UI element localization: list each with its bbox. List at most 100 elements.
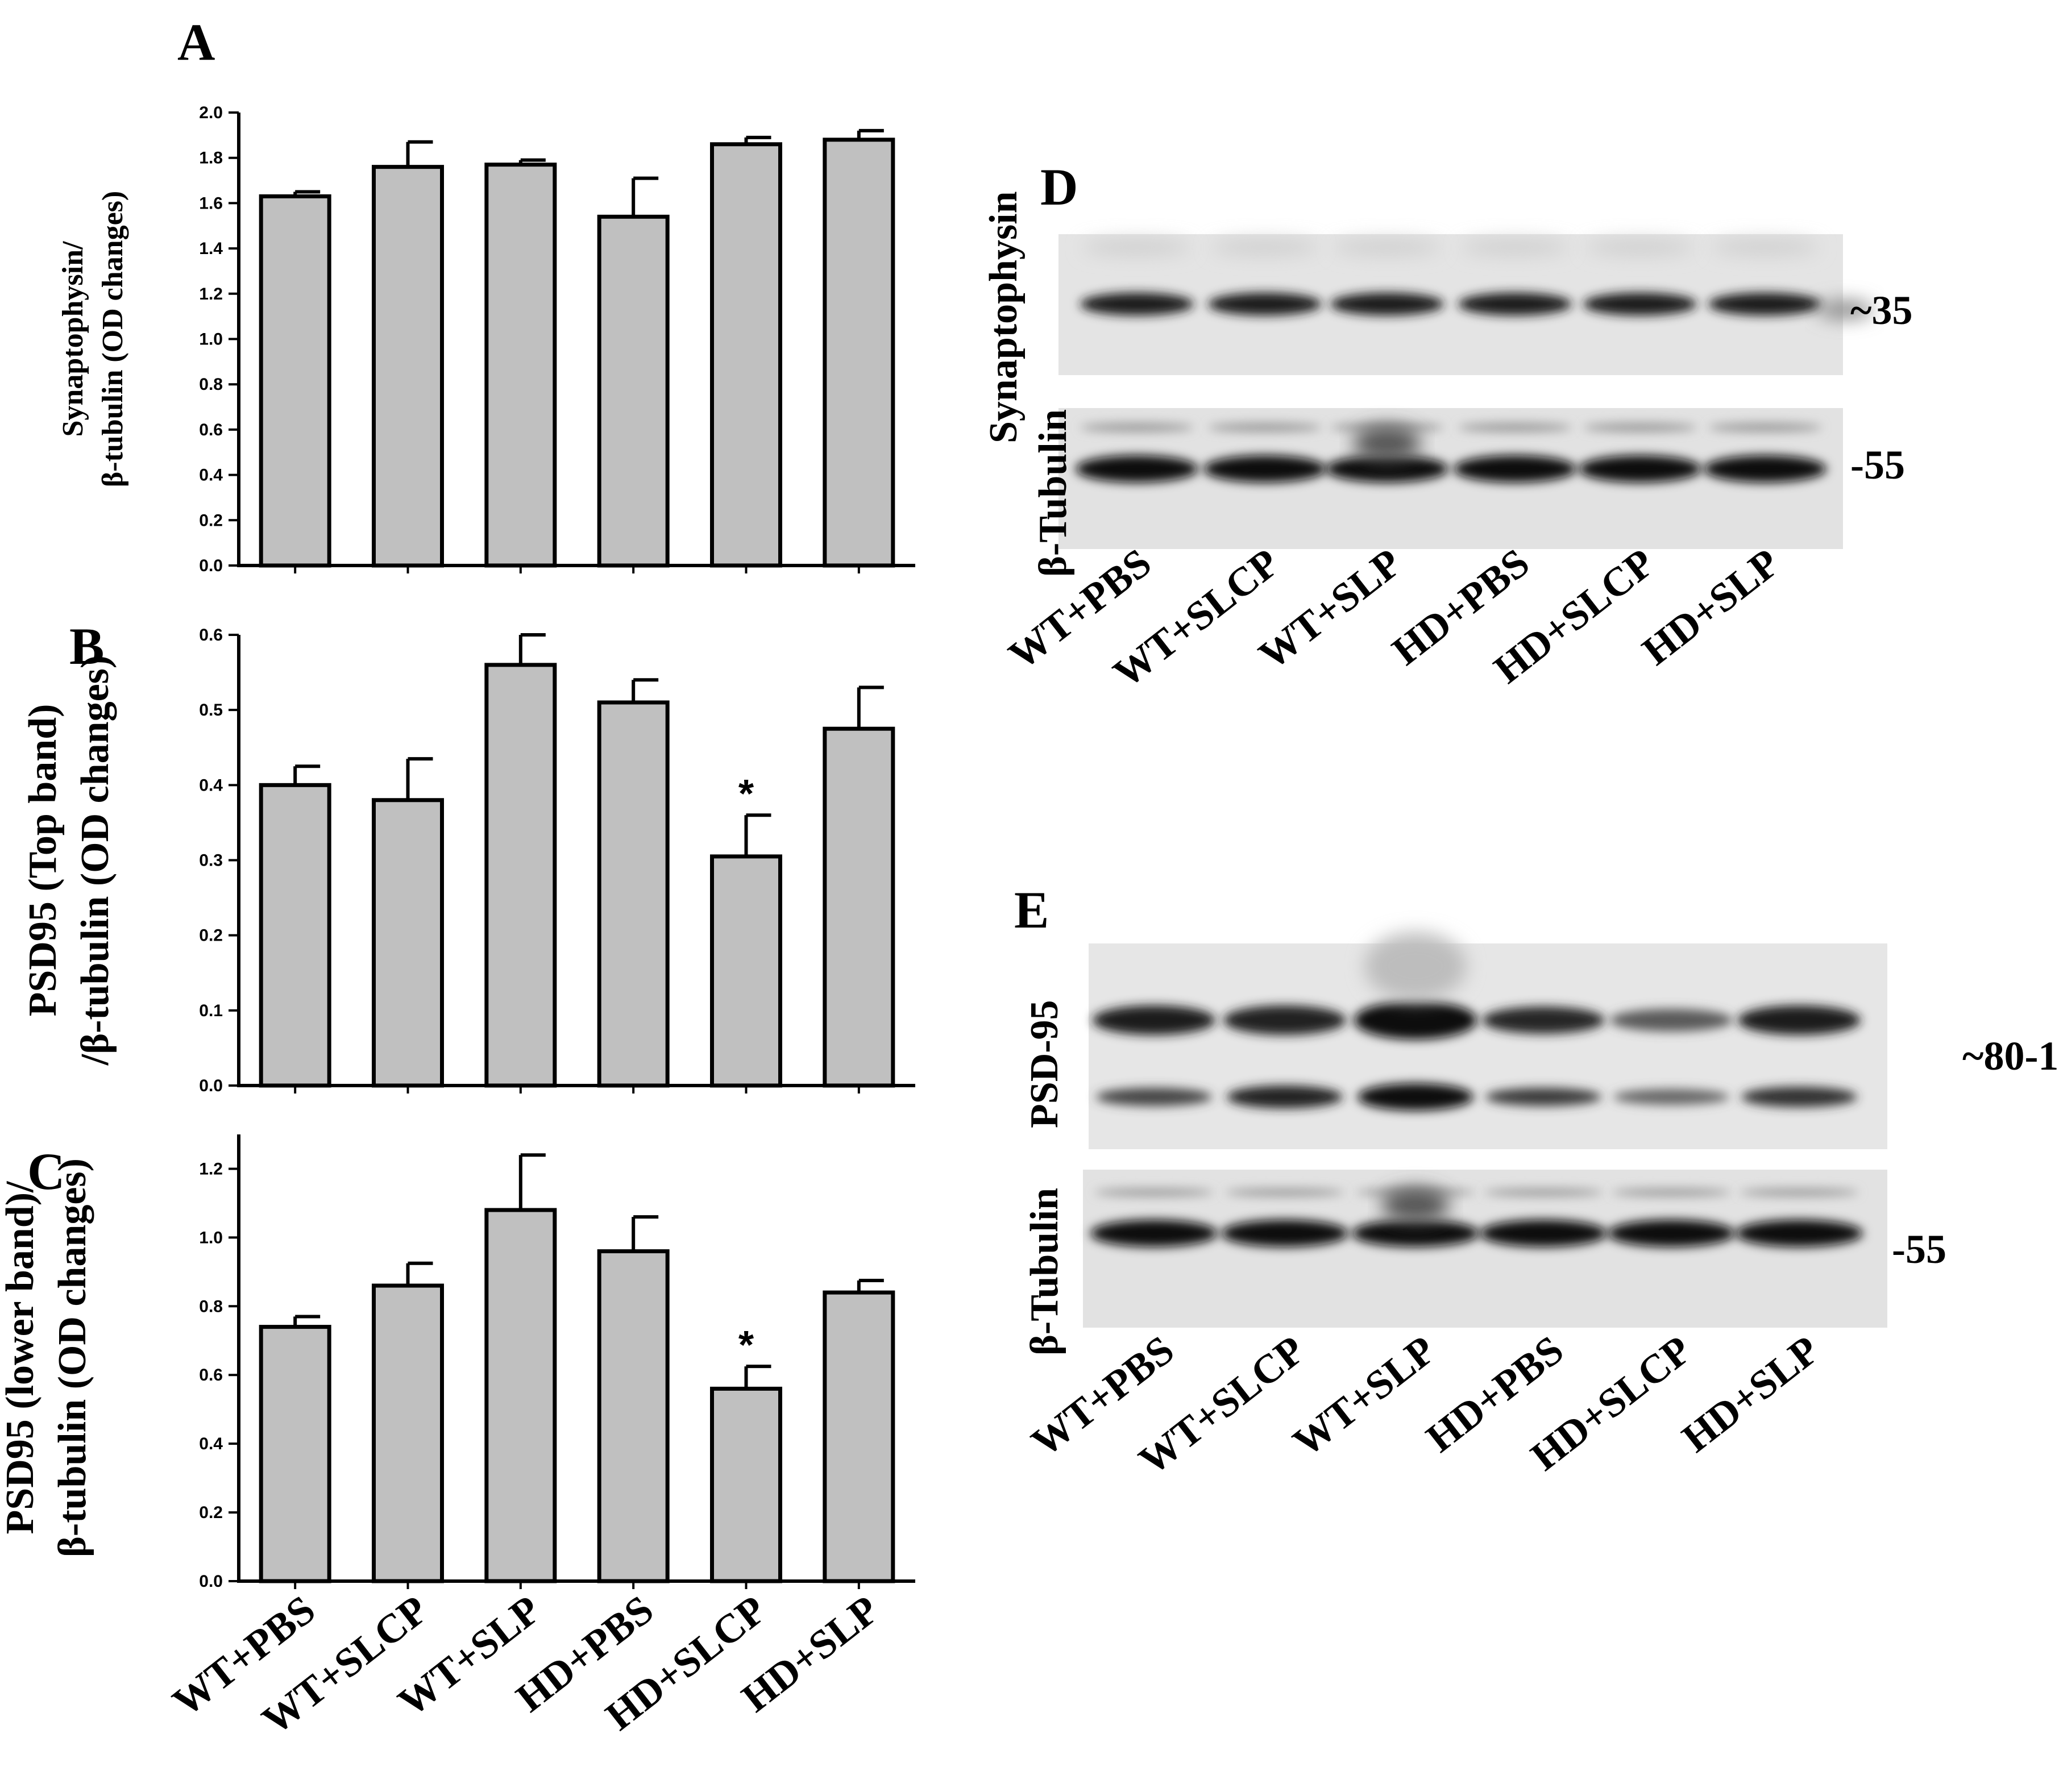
blot-d-tubulin-membrane (1058, 408, 1843, 549)
blot-panel-d: Synaptophysin β-Tubulin ~35 -55 WT+PBSWT… (982, 191, 1912, 696)
chart-panel-a: 0.0 0.2 0.4 0.6 0.8 1.0 1.2 1.4 1.6 1.8 2.0 Synapto… (57, 103, 915, 575)
blot-band (1484, 1188, 1603, 1196)
y-tick-label: 1.8 (199, 149, 223, 168)
blot-band (1612, 1188, 1731, 1196)
blot-e-row-label-tubulin: β-Tubulin (1023, 1188, 1066, 1356)
bar (259, 783, 331, 1088)
y-tick-label: 0.2 (199, 926, 223, 945)
y-axis-label: PSD95 (lower band)/ (0, 1180, 42, 1535)
bar (710, 854, 782, 1088)
y-axis-label: /β-tubulin (OD changes) (73, 655, 117, 1066)
bar (372, 165, 444, 568)
y-tick-label: 0.2 (199, 511, 223, 530)
blot-band (1482, 1007, 1605, 1034)
y-tick-label: 0.5 (199, 701, 223, 720)
blot-band (1223, 1005, 1346, 1035)
blot-band (1083, 239, 1191, 255)
blot-band (1579, 455, 1701, 483)
y-tick-label: 1.6 (199, 194, 223, 213)
blot-band (1583, 423, 1697, 432)
blot-band (1381, 1188, 1450, 1222)
blot-band (1708, 423, 1822, 432)
blot-band (1352, 1220, 1479, 1247)
blot-band (1708, 293, 1822, 315)
blot-band (1480, 1220, 1607, 1247)
y-tick-label: 1.4 (199, 239, 223, 258)
blot-e-lane-label: WT+SLP (1285, 1327, 1444, 1465)
y-tick-label: 0.6 (199, 626, 223, 645)
blot-band (1816, 301, 1873, 319)
bar (259, 194, 331, 568)
blot-e-mw-80-110: ~80-110 (1962, 1033, 2059, 1079)
bar (823, 138, 895, 568)
blot-band (1704, 455, 1826, 483)
blot-band (1485, 1088, 1601, 1106)
blot-band (1353, 426, 1421, 460)
blot-panel-e: PSD-95 β-Tubulin ~80-110 -55 WT+PBSWT+SL… (1023, 932, 2059, 1483)
y-tick-label: 2.0 (199, 103, 223, 122)
panel-letter-e: E (1014, 881, 1049, 939)
y-axis-label: β-tubulin (OD changes) (97, 191, 129, 487)
y-tick-label: 0.3 (199, 851, 223, 870)
blot-band (1358, 1083, 1473, 1111)
blot-band (1711, 239, 1819, 255)
y-tick-label: 0.0 (199, 1572, 223, 1591)
blot-band (1225, 1188, 1344, 1196)
membrane-background (1083, 1170, 1887, 1328)
blot-band (1458, 423, 1572, 432)
blot-e-mw-55: -55 (1892, 1226, 1946, 1272)
blot-band (1333, 239, 1441, 255)
blot-band (1738, 1005, 1861, 1035)
membrane-background (1058, 408, 1843, 549)
significance-mark: * (738, 1323, 754, 1367)
bar (823, 1290, 895, 1583)
blot-band (1586, 239, 1694, 255)
y-tick-label: 0.4 (199, 1435, 223, 1453)
chart-panel-c: 0.0 0.2 0.4 0.6 0.8 1.0 1.2 * PSD95 (lower band)… (0, 1134, 915, 1591)
blot-band (1326, 455, 1448, 483)
blot-band (1208, 423, 1322, 432)
blot-d-synaptophysin-membrane (1058, 234, 1873, 375)
y-tick-label: 0.6 (199, 421, 223, 439)
y-axis-label: PSD95 (Top band) (21, 704, 65, 1017)
blot-e-tubulin-membrane (1083, 1170, 1887, 1328)
blot-band (1090, 1220, 1218, 1247)
blot-d-mw-35: ~35 (1850, 288, 1912, 333)
blot-band (1330, 293, 1444, 315)
blot-band (1741, 1087, 1857, 1107)
bar (484, 663, 557, 1088)
blot-e-psd95-membrane (1089, 932, 1887, 1149)
y-axis-label: β-tubulin (OD changes) (51, 1158, 94, 1557)
blot-band (1610, 1009, 1733, 1032)
y-axis-label: Synaptophysin/ (57, 241, 89, 437)
blot-band (1740, 1188, 1859, 1196)
blot-band (1461, 239, 1569, 255)
chart-panel-b: 0.0 0.1 0.2 0.3 0.4 0.5 0.6 * PSD95 (Top band)/β… (21, 626, 915, 1095)
blot-band (1583, 293, 1697, 315)
blot-band (1227, 1086, 1343, 1108)
bar (710, 1386, 782, 1583)
bar (259, 1325, 331, 1583)
blot-band (1736, 1220, 1863, 1247)
panel-letter-c: C (27, 1142, 65, 1200)
blot-e-lane-label: HD+SLP (1674, 1327, 1828, 1461)
y-tick-label: 0.4 (199, 466, 223, 485)
y-tick-label: 1.0 (199, 1228, 223, 1247)
y-tick-label: 1.2 (199, 1159, 223, 1178)
blot-d-row-label-synaptophysin: Synaptophysin (982, 191, 1026, 443)
panel-letter-a: A (177, 13, 215, 71)
blot-band (1454, 455, 1576, 483)
y-tick-label: 0.1 (199, 1001, 223, 1020)
blot-band (1080, 293, 1194, 315)
panel-letter-b: B (69, 617, 104, 675)
blot-band (1203, 455, 1326, 483)
blot-band (1076, 455, 1198, 483)
blot-band (1094, 1188, 1214, 1196)
y-tick-label: 0.6 (199, 1366, 223, 1384)
panel-letter-d: D (1040, 158, 1078, 216)
y-tick-label: 0.8 (199, 375, 223, 394)
y-tick-label: 0.0 (199, 1076, 223, 1095)
